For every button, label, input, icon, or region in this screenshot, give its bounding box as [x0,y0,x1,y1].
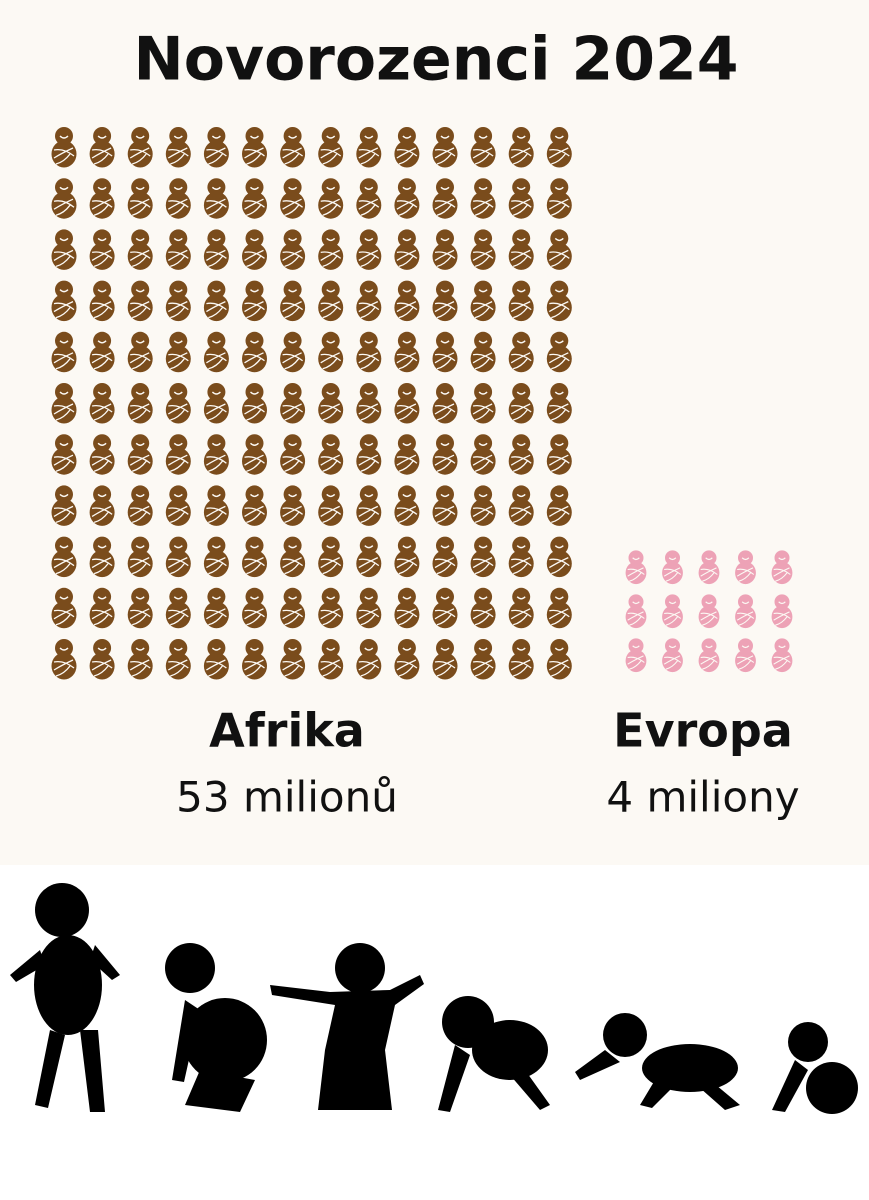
group-value: 53 milionů [176,773,398,822]
silhouette [270,943,424,1110]
title: Novorozenci 2024 [134,25,739,95]
silhouette [575,1013,740,1110]
group-label: Evropa [613,704,793,758]
silhouette [772,1022,858,1114]
silhouette [10,883,120,1112]
silhouette [165,943,267,1112]
group-value: 4 miliony [606,773,799,822]
baby-silhouettes [10,883,858,1114]
silhouette [438,996,550,1112]
group-label: Afrika [209,704,365,758]
